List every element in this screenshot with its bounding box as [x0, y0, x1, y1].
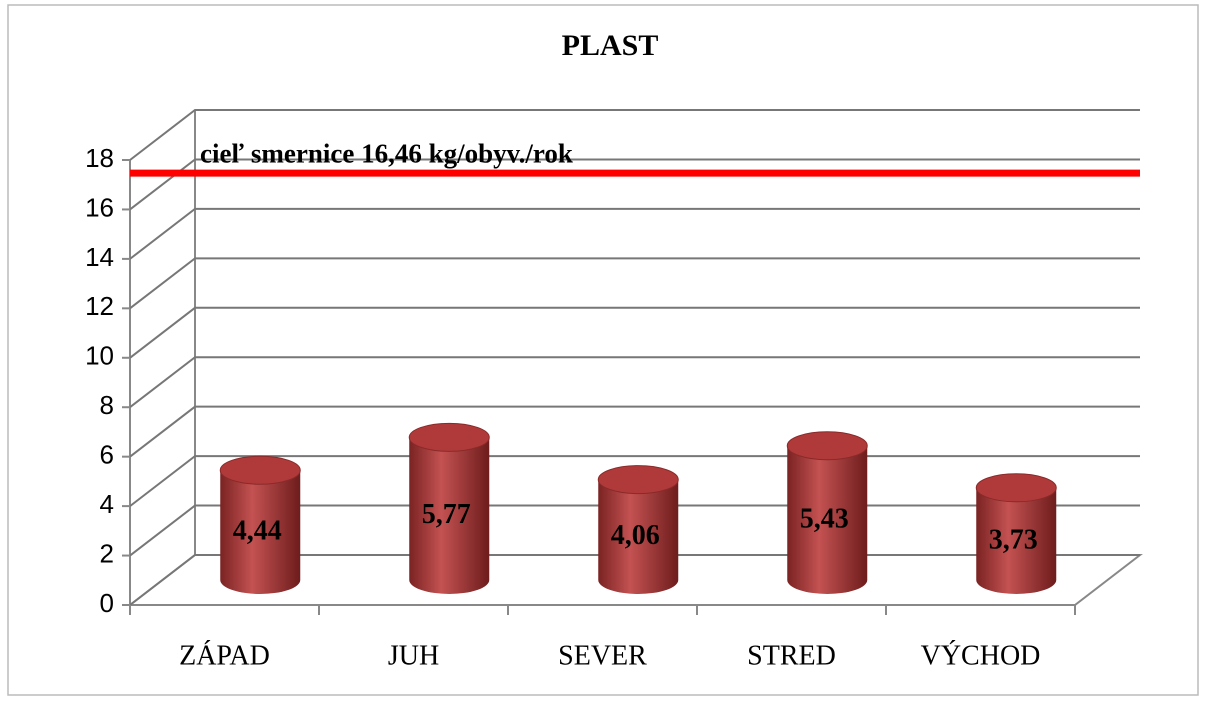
y-tick-label: 12 [85, 291, 114, 321]
y-tick-label: 0 [100, 588, 114, 618]
y-tick-label: 14 [85, 242, 114, 272]
bar [787, 445, 868, 594]
value-label: 4,44 [233, 516, 282, 547]
x-tick-label: SEVER [558, 640, 647, 671]
x-tick-label: VÝCHOD [921, 640, 1041, 671]
bar-top [408, 422, 490, 452]
chart-border [7, 4, 1199, 696]
bar-top [786, 431, 868, 461]
grid-line [129, 109, 1140, 161]
grid-line [129, 356, 1140, 409]
x-tick-label: ZÁPAD [179, 640, 270, 671]
bar [976, 487, 1057, 594]
bar [220, 470, 301, 594]
x-tick-label: STRED [747, 640, 836, 671]
target-label: cieľ smernice 16,46 kg/obyv./rok [200, 138, 573, 168]
value-label: 5,43 [800, 503, 849, 534]
y-tick-label: 2 [100, 538, 114, 568]
y-tick-label: 8 [100, 390, 114, 420]
grid-line [129, 306, 1140, 359]
grid-line [129, 207, 1140, 260]
bar-top [597, 465, 679, 495]
y-tick-label: 16 [85, 192, 114, 222]
bar-top [219, 455, 301, 485]
value-label: 3,73 [989, 524, 1038, 555]
value-label: 5,77 [422, 499, 471, 530]
bar [598, 479, 679, 594]
y-tick-label: 6 [100, 440, 114, 470]
y-tick-label: 4 [100, 489, 114, 519]
value-label: 4,06 [611, 520, 660, 551]
y-tick-label: 10 [85, 341, 114, 371]
grid-line [129, 405, 1140, 458]
grid-line [129, 158, 1140, 211]
bar [409, 437, 490, 594]
x-tick-label: JUH [388, 640, 439, 671]
y-tick-label: 18 [85, 143, 114, 173]
bar-top [975, 473, 1057, 503]
chart-title: PLAST [562, 29, 659, 62]
grid-line [129, 257, 1140, 310]
